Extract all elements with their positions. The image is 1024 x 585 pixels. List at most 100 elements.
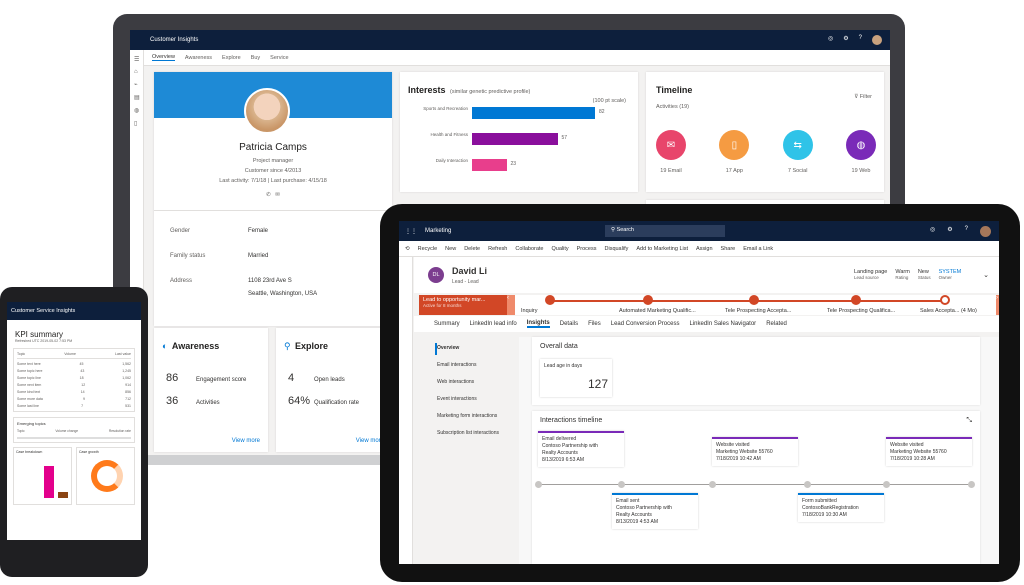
tab-service[interactable]: Service	[270, 54, 289, 61]
metric-value: 86	[166, 372, 179, 384]
chart-icon[interactable]: ⌁	[134, 82, 138, 88]
tablet-header: ⋮⋮ Marketing ⚲ Search ◎ ⚙?	[399, 221, 999, 241]
activity-item[interactable]: ✉ 19 Email	[656, 130, 686, 174]
tab-summary[interactable]: Summary	[434, 321, 460, 327]
event-date: 7/18/2019 10:30 AM	[802, 512, 847, 518]
tab-files[interactable]: Files	[588, 321, 601, 327]
table-cell: 856	[125, 390, 131, 394]
avatar[interactable]	[872, 35, 882, 45]
globe-icon[interactable]: ◍	[134, 108, 140, 114]
tab-buy[interactable]: Buy	[250, 54, 261, 61]
profile-activity: Last activity: 7/1/18 | Last purchase: 4…	[219, 178, 327, 184]
command-share[interactable]: Share	[720, 245, 736, 252]
doc-icon[interactable]: ▯	[134, 121, 138, 127]
side-nav-item[interactable]: Web interactions	[437, 379, 475, 385]
bar	[58, 492, 68, 498]
awareness-title: Awareness	[171, 341, 220, 351]
tab-linkedin-lead-info[interactable]: LinkedIn lead info	[469, 321, 517, 327]
command-collaborate[interactable]: Collaborate	[515, 245, 544, 252]
process-active[interactable]: Lead to opportunity mar... Active for 8 m…	[419, 295, 507, 315]
tab-insights[interactable]: Insights	[526, 320, 550, 328]
command-refresh[interactable]: Refresh	[488, 245, 508, 252]
interests-scale: (100 pt scale)	[592, 98, 626, 104]
activity-item[interactable]: ▯ 17 App	[719, 130, 750, 174]
email-icon[interactable]: ✉	[275, 192, 280, 198]
command-recycle[interactable]: Recycle	[417, 245, 438, 252]
profile-since: Customer since 4/2013	[244, 168, 302, 174]
event-title: Website visited	[716, 442, 750, 448]
globe-icon: ◍	[845, 130, 876, 160]
menu-icon[interactable]: ☰	[134, 57, 140, 63]
timeline-event[interactable]: Website visited Marketing Website 55760 7/…	[886, 437, 972, 466]
expand-icon[interactable]: ⤡	[966, 417, 972, 424]
command-assign[interactable]: Assign	[696, 245, 713, 252]
timeline-event[interactable]: Website visited Marketing Website 55760 7/…	[712, 437, 798, 466]
explore-view-more[interactable]: View more	[355, 438, 384, 444]
activity-item[interactable]: ⇆ 7 Social	[782, 130, 813, 174]
back-icon[interactable]: ⟲	[405, 245, 410, 252]
tab-overview[interactable]: Overview	[152, 54, 175, 61]
profile-role: Project manager	[252, 158, 294, 164]
app-launcher-icon[interactable]: ⋮⋮	[405, 228, 417, 235]
timeline-event[interactable]: Email sent Contoso Partnership with Realty…	[612, 493, 698, 529]
lead-meta-item: SYSTEM Owner	[939, 269, 962, 280]
help-icon[interactable]: ?	[964, 226, 968, 232]
timeline-event[interactable]: Email delivered Contoso Partnership with R…	[538, 431, 624, 467]
awareness-view-more[interactable]: View more	[231, 438, 260, 444]
list-icon[interactable]: ▤	[134, 95, 140, 101]
chevron-right-icon[interactable]: ›	[996, 295, 999, 315]
table-cell: 7	[81, 404, 84, 408]
filter-button[interactable]: ⊽ Filter	[854, 94, 872, 100]
table-cell: 14	[80, 390, 85, 394]
tab-details[interactable]: Details	[559, 321, 579, 327]
command-new[interactable]: New	[445, 245, 457, 252]
chevron-down-icon[interactable]: ⌄	[983, 272, 989, 279]
tab-explore[interactable]: Explore	[222, 54, 241, 61]
table-cell: 9	[83, 397, 85, 401]
chart-title: Case breakdown	[16, 450, 43, 454]
command-disqualify[interactable]: Disqualify	[604, 245, 629, 252]
command-quality[interactable]: Quality	[551, 245, 569, 252]
top-nav: Overview Awareness Explore Buy Service	[130, 50, 890, 66]
command-bar: ⟲ Recycle New Delete Refresh Collaborate Quali…	[399, 241, 999, 257]
meta-value: SYSTEM	[938, 269, 962, 275]
command-add-to-marketing-list[interactable]: Add to Marketing List	[636, 245, 689, 252]
metric-value: 36	[166, 395, 179, 407]
event-detail: Contoso Partnership with	[616, 505, 672, 511]
process-name: Lead to opportunity mar...	[423, 297, 486, 303]
home-icon[interactable]: ⌂	[134, 69, 138, 75]
command-process[interactable]: Process	[576, 245, 597, 252]
side-nav-item[interactable]: Event interactions	[437, 396, 477, 402]
table-cell: 1,245	[122, 369, 131, 373]
col-header: Topic	[17, 429, 25, 433]
table-cell: 712	[125, 397, 131, 401]
activity-item[interactable]: ◍ 19 Web	[845, 130, 876, 174]
timeline-event[interactable]: Form submitted ContosoBankRegistration 7/1…	[798, 493, 884, 522]
overall-card: Overall data Lead age in days 127	[532, 337, 980, 405]
command-email-a-link[interactable]: Email a Link	[743, 245, 774, 252]
bar	[472, 107, 595, 119]
gear-icon[interactable]: ⚙	[947, 227, 953, 233]
mail-icon: ✉	[656, 130, 686, 160]
table-row: Some topic here 43 1,245	[17, 369, 131, 373]
tab-awareness[interactable]: Awareness	[184, 54, 213, 61]
activity-label: 17 App	[725, 168, 743, 174]
chevron-left-icon[interactable]: ‹	[507, 295, 515, 315]
gear-icon[interactable]: ⚙	[843, 36, 849, 42]
search-input[interactable]: ⚲ Search	[605, 225, 725, 237]
help-icon[interactable]: ?	[858, 35, 862, 41]
tab-related[interactable]: Related	[766, 321, 787, 327]
bell-icon[interactable]: ◎	[828, 36, 834, 42]
side-nav-item[interactable]: Overview	[437, 345, 460, 351]
phone-icon[interactable]: ✆	[266, 192, 271, 198]
bell-icon[interactable]: ◎	[930, 227, 936, 233]
avatar[interactable]	[980, 226, 991, 237]
stage-label: Automated Marketing Qualific...	[619, 308, 696, 314]
command-delete[interactable]: Delete	[464, 245, 481, 252]
side-nav-item[interactable]: Marketing form interactions	[437, 413, 498, 419]
tab-lead-conversion-process[interactable]: Lead Conversion Process	[610, 321, 680, 327]
side-nav-item[interactable]: Subscription list interactions	[437, 430, 499, 436]
side-nav-item[interactable]: Email interactions	[437, 362, 477, 368]
tab-linkedin-sales-navigator[interactable]: LinkedIn Sales Navigator	[689, 321, 757, 327]
meta-label: Owner	[938, 275, 952, 280]
